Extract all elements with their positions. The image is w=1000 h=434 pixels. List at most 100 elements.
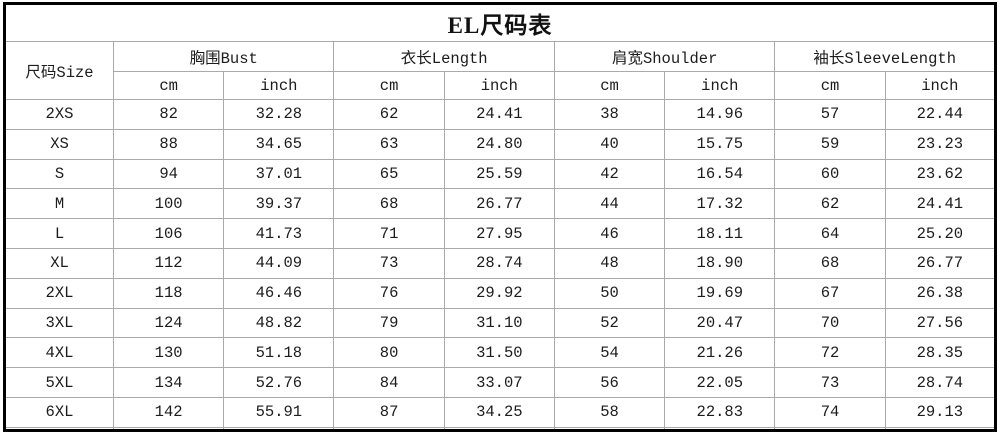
value-cell	[112, 426, 225, 432]
unit-header-length-inch: inch	[443, 71, 555, 100]
value-cell: 68	[774, 247, 886, 279]
size-cell: L	[4, 218, 114, 249]
value-cell: 130	[112, 337, 225, 369]
value-cell: 42	[553, 158, 666, 190]
value-cell: 59	[774, 128, 886, 160]
value-cell: 80	[333, 337, 445, 369]
value-cell	[664, 426, 776, 432]
unit-header-sleeve-cm: cm	[774, 71, 886, 100]
value-cell: 25.20	[884, 218, 997, 249]
value-cell: 46	[553, 218, 666, 249]
column-header-shoulder: 肩宽Shoulder	[553, 41, 776, 72]
table-row: 2XS 82 32.28 62 24.41 38 14.96 57 22.44	[4, 99, 997, 130]
value-cell: 67	[774, 277, 886, 309]
table-row: 6XL 142 55.91 87 34.25 58 22.83 74 29.13	[4, 396, 997, 428]
value-cell: 51.18	[223, 337, 335, 369]
value-cell: 50	[553, 277, 666, 309]
table-row: L 106 41.73 71 27.95 46 18.11 64 25.20	[4, 218, 997, 249]
value-cell	[333, 426, 445, 432]
size-cell: 5XL	[4, 367, 114, 398]
size-cell	[4, 426, 114, 432]
unit-header-length-cm: cm	[333, 71, 445, 100]
value-cell: 48	[553, 247, 666, 279]
value-cell: 26.77	[884, 247, 997, 279]
value-cell: 31.50	[443, 337, 555, 369]
size-chart-table: EL尺码表 尺码Size 胸围Bust 衣长Length 肩宽Shoulder …	[3, 2, 997, 432]
value-cell: 118	[112, 277, 225, 309]
value-cell: 31.10	[443, 307, 555, 339]
value-cell: 25.59	[443, 158, 555, 190]
size-cell: 4XL	[4, 337, 114, 369]
value-cell: 40	[553, 128, 666, 160]
value-cell: 24.41	[884, 188, 997, 220]
value-cell: 18.90	[664, 247, 776, 279]
value-cell: 14.96	[664, 99, 776, 130]
size-cell: XS	[4, 128, 114, 160]
unit-header-bust-inch: inch	[223, 71, 335, 100]
value-cell: 17.32	[664, 188, 776, 220]
size-cell: S	[4, 158, 114, 190]
table-row: 4XL 130 51.18 80 31.50 54 21.26 72 28.35	[4, 337, 997, 369]
value-cell: 134	[112, 367, 225, 398]
value-cell: 33.07	[443, 367, 555, 398]
value-cell: 18.11	[664, 218, 776, 249]
value-cell: 44.09	[223, 247, 335, 279]
value-cell: 124	[112, 307, 225, 339]
table-row: 3XL 124 48.82 79 31.10 52 20.47 70 27.56	[4, 307, 997, 339]
value-cell: 24.80	[443, 128, 555, 160]
value-cell	[443, 426, 555, 432]
value-cell: 28.74	[443, 247, 555, 279]
size-cell: 3XL	[4, 307, 114, 339]
value-cell: 38	[553, 99, 666, 130]
value-cell: 28.74	[884, 367, 997, 398]
value-cell: 27.56	[884, 307, 997, 339]
value-cell: 15.75	[664, 128, 776, 160]
value-cell: 72	[774, 337, 886, 369]
value-cell: 62	[774, 188, 886, 220]
value-cell: 23.23	[884, 128, 997, 160]
value-cell	[884, 426, 997, 432]
size-cell: M	[4, 188, 114, 220]
table-body: 2XS 82 32.28 62 24.41 38 14.96 57 22.44 XS 88 34.65…	[4, 99, 997, 432]
value-cell: 27.95	[443, 218, 555, 249]
value-cell: 56	[553, 367, 666, 398]
value-cell: 41.73	[223, 218, 335, 249]
value-cell: 57	[774, 99, 886, 130]
value-cell: 79	[333, 307, 445, 339]
value-cell: 74	[774, 396, 886, 428]
value-cell: 94	[112, 158, 225, 190]
value-cell: 62	[333, 99, 445, 130]
column-header-length: 衣长Length	[333, 41, 555, 72]
value-cell: 26.38	[884, 277, 997, 309]
value-cell: 106	[112, 218, 225, 249]
value-cell: 71	[333, 218, 445, 249]
value-cell: 46.46	[223, 277, 335, 309]
unit-header-row: cm inch cm inch cm inch cm inch	[5, 71, 997, 100]
column-header-size: 尺码Size	[4, 41, 114, 100]
table-row: 5XL 134 52.76 84 33.07 56 22.05 73 28.74	[4, 367, 997, 398]
value-cell: 21.26	[664, 337, 776, 369]
value-cell: 24.41	[443, 99, 555, 130]
value-cell: 34.25	[443, 396, 555, 428]
value-cell: 68	[333, 188, 445, 220]
value-cell: 32.28	[223, 99, 335, 130]
value-cell: 73	[774, 367, 886, 398]
table-row: 2XL 118 46.46 76 29.92 50 19.69 67 26.38	[4, 277, 997, 309]
table-row: M 100 39.37 68 26.77 44 17.32 62 24.41	[4, 188, 997, 220]
value-cell: 28.35	[884, 337, 997, 369]
table-row: XS 88 34.65 63 24.80 40 15.75 59 23.23	[4, 128, 997, 160]
value-cell: 29.92	[443, 277, 555, 309]
value-cell: 22.83	[664, 396, 776, 428]
unit-header-sleeve-inch: inch	[884, 71, 997, 100]
value-cell: 52.76	[223, 367, 335, 398]
value-cell: 63	[333, 128, 445, 160]
value-cell: 60	[774, 158, 886, 190]
value-cell: 55.91	[223, 396, 335, 428]
column-header-sleeve-length: 袖长SleeveLength	[774, 41, 996, 72]
group-header-row: 尺码Size 胸围Bust 衣长Length 肩宽Shoulder 袖长Slee…	[4, 41, 996, 100]
value-cell: 142	[112, 396, 225, 428]
value-cell: 73	[333, 247, 445, 279]
size-cell: XL	[4, 247, 114, 279]
value-cell: 88	[112, 128, 225, 160]
